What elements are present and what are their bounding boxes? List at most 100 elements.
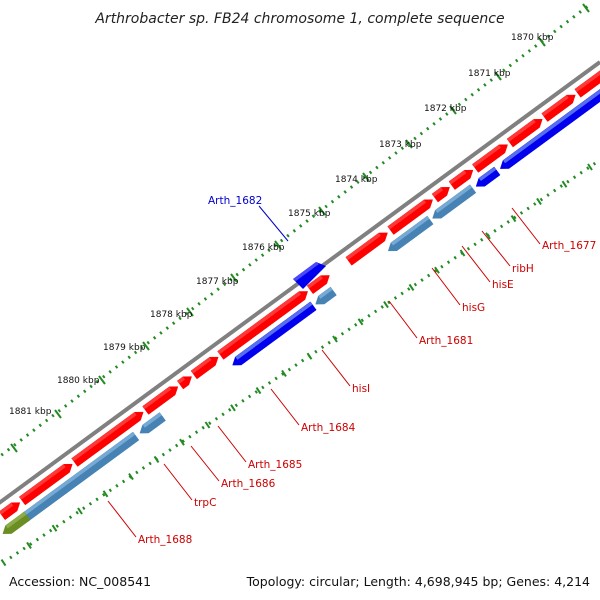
inner-tick-mark (128, 473, 134, 481)
kbp-tick-labels: 1870 kbp 1871 kbp 1872 kbp 1873 kbp 1874 kbp… (9, 33, 554, 417)
kbp-tick-label: 1876 kbp (242, 243, 285, 253)
inner-tick-mark (51, 524, 58, 532)
gene-forward-segment[interactable] (448, 169, 474, 190)
gene-reverse-segment[interactable] (387, 215, 434, 252)
inner-tick-mark (459, 249, 466, 257)
kbp-tick-label: 1870 kbp (511, 33, 554, 43)
outer-tick-mark (318, 206, 326, 216)
gene-reverse-segment[interactable] (315, 286, 337, 305)
inner-tick-mark (255, 387, 262, 395)
gene-forward-segment[interactable] (541, 94, 576, 122)
outer-tick-mark (274, 240, 282, 250)
inner-tick-mark (77, 507, 83, 515)
gene-arth-1682[interactable] (293, 262, 326, 289)
inner-tick-mark (510, 215, 517, 223)
accession-text: Accession: NC_008541 (9, 574, 151, 589)
leader-line-arth-1684 (270, 388, 300, 426)
gene-label-hisi[interactable]: hisI (352, 383, 370, 395)
chromosome-backbone (0, 60, 600, 505)
reverse-strand-genes (2, 70, 600, 534)
gene-forward-segment[interactable] (574, 70, 600, 98)
outer-tick-mark (10, 443, 18, 453)
map-title: Arthrobacter sp. FB24 chromosome 1, comp… (94, 11, 504, 27)
inner-tick-mark (0, 559, 7, 567)
inner-tick-mark (408, 283, 415, 291)
outer-tick-mark (405, 139, 413, 149)
gene-reverse-segment[interactable] (499, 70, 600, 169)
gene-forward-segment[interactable] (345, 232, 388, 266)
gene-reverse-segment[interactable] (232, 301, 317, 366)
leader-line-arth-1677 (511, 207, 541, 245)
gene-label-ribh[interactable]: ribH (512, 263, 534, 275)
kbp-tick-label: 1880 kbp (57, 376, 100, 386)
kbp-tick-label: 1875 kbp (288, 209, 331, 219)
outer-tick-mark (582, 3, 590, 13)
gene-forward-segment[interactable] (176, 376, 192, 390)
outer-tick-mark (54, 409, 62, 419)
gene-forward-segment[interactable] (217, 291, 308, 360)
leader-line-arth-1686 (190, 445, 220, 482)
inner-tick-mark (383, 301, 389, 309)
inner-tick-mark (26, 541, 32, 549)
leader-line-arth-1682 (258, 205, 289, 242)
gene-forward-segment[interactable] (142, 386, 179, 415)
outer-tick-mark (494, 71, 502, 81)
genome-stats-text: Topology: circular; Length: 4,698,945 bp… (246, 574, 590, 589)
kbp-tick-label: 1871 kbp (468, 69, 511, 79)
inner-tick-mark (153, 455, 160, 463)
gene-forward-segment[interactable] (472, 144, 508, 173)
leader-line-hisg (431, 267, 461, 306)
outer-tick-mark (230, 273, 238, 283)
gene-label-arth-1685[interactable]: Arth_1685 (248, 459, 302, 471)
gene-forward-segment[interactable] (506, 119, 543, 148)
kbp-tick-label: 1879 kbp (103, 343, 146, 353)
gene-forward-segment[interactable] (306, 275, 330, 295)
gene-reverse-segment[interactable] (139, 412, 166, 434)
gene-forward-segment[interactable] (71, 411, 144, 467)
gene-other-segment[interactable] (2, 511, 31, 534)
leader-line-arth-1685 (217, 425, 247, 463)
inner-tick-mark (434, 266, 440, 274)
gene-label-trpc[interactable]: trpC (194, 497, 216, 509)
gene-reverse-segment[interactable] (475, 166, 501, 187)
kbp-tick-label: 1881 kbp (9, 407, 52, 417)
inner-ruler-ticks (0, 163, 593, 567)
gene-reverse-segment[interactable] (432, 184, 477, 219)
outer-tick-mark (98, 375, 106, 385)
gene-labels: Arth_1682 Arth_1677 ribH hisE hisG Arth_1681h… (107, 195, 596, 546)
inner-tick-mark (587, 163, 593, 171)
leader-line-arth-1688 (107, 500, 137, 538)
leader-line-trpc (163, 463, 193, 501)
gene-forward-segment[interactable] (387, 199, 433, 235)
gene-forward-segment[interactable] (18, 463, 73, 506)
gene-label-arth-1684[interactable]: Arth_1684 (301, 422, 356, 434)
inner-tick-mark (204, 421, 211, 429)
leader-line-hisi (321, 349, 351, 387)
inner-tick-mark (306, 352, 313, 360)
outer-tick-mark (142, 341, 150, 351)
gene-label-arth-1681[interactable]: Arth_1681 (419, 335, 473, 347)
inner-tick-mark (561, 180, 568, 188)
gene-forward-segment[interactable] (190, 356, 219, 380)
inner-tick-mark (332, 335, 338, 343)
gene-label-hise[interactable]: hisE (492, 279, 514, 291)
outer-tick-mark (186, 307, 194, 317)
gene-label-arth-1688[interactable]: Arth_1688 (138, 534, 192, 546)
inner-tick-mark (230, 404, 236, 412)
gene-label-arth-1682[interactable]: Arth_1682 (208, 195, 262, 207)
inner-tick-mark (102, 490, 109, 498)
outer-ruler-ticks (10, 3, 590, 453)
outer-tick-mark (449, 105, 457, 115)
kbp-tick-label: 1872 kbp (424, 104, 467, 114)
kbp-tick-label: 1878 kbp (150, 310, 193, 320)
gene-forward-segment[interactable] (431, 187, 450, 203)
inner-tick-mark (536, 197, 542, 205)
gene-label-arth-1686[interactable]: Arth_1686 (221, 478, 276, 490)
gene-forward-segment[interactable] (0, 502, 21, 521)
gene-label-hisg[interactable]: hisG (462, 302, 485, 314)
gene-label-arth-1677[interactable]: Arth_1677 (542, 240, 596, 252)
kbp-tick-label: 1874 kbp (335, 175, 378, 185)
inner-tick-mark (281, 369, 287, 377)
